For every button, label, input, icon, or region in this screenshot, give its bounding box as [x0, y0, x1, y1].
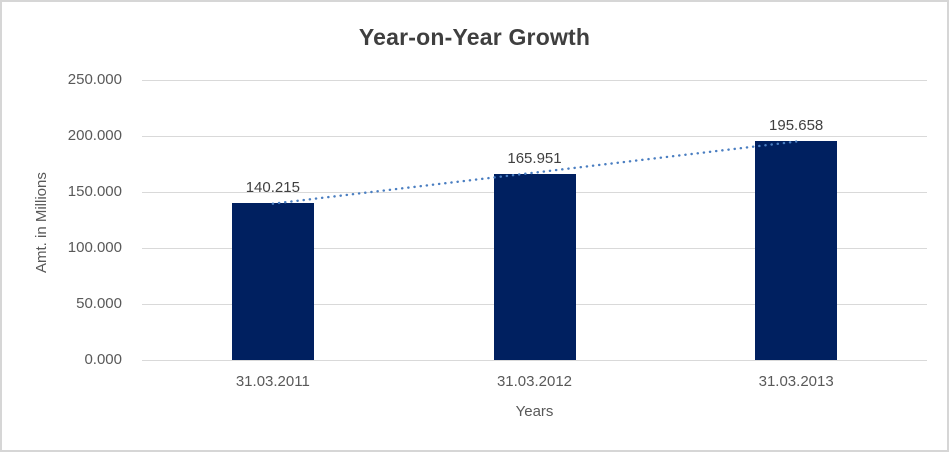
- bar: [755, 140, 838, 360]
- x-axis-title: Years: [515, 403, 554, 420]
- gridline: [142, 135, 927, 137]
- bar-data-label: 165.951: [507, 150, 562, 168]
- bar: [493, 174, 576, 360]
- y-axis-title: Amt. in Millions: [33, 172, 50, 274]
- x-category-label: 31.03.2011: [235, 373, 310, 390]
- x-category-label: 31.03.2013: [758, 373, 834, 390]
- bar-data-label: 140.215: [245, 178, 300, 196]
- gridline: [142, 359, 927, 361]
- y-tick-label: 0.000: [84, 351, 122, 368]
- chart-title: Year-on-Year Growth: [358, 24, 591, 50]
- bar-data-label: 195.658: [769, 116, 824, 134]
- gridline: [142, 79, 927, 81]
- y-tick-label: 50.000: [76, 295, 122, 312]
- y-tick-label: 100.000: [67, 239, 122, 256]
- x-category-label: 31.03.2012: [496, 373, 573, 390]
- bar: [231, 202, 314, 360]
- y-tick-label: 150.000: [67, 183, 122, 200]
- y-tick-label: 200.000: [67, 127, 122, 144]
- y-tick-label: 250.000: [67, 71, 122, 88]
